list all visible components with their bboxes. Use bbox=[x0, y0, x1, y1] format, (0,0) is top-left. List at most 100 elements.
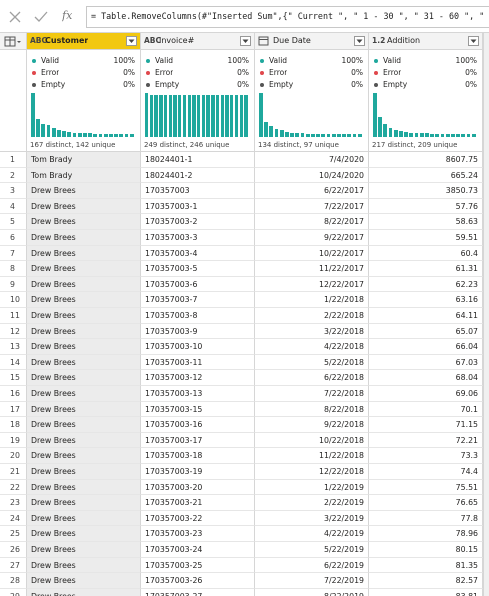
histogram-bar[interactable] bbox=[445, 134, 450, 137]
table-cell[interactable]: Drew Brees bbox=[27, 448, 141, 464]
histogram-bar[interactable] bbox=[36, 119, 40, 137]
histogram-bar[interactable] bbox=[290, 132, 294, 137]
table-cell[interactable]: 61.31 bbox=[369, 261, 483, 277]
histogram-bar[interactable] bbox=[173, 95, 177, 137]
table-cell[interactable]: Drew Brees bbox=[27, 510, 141, 527]
histogram-bar[interactable] bbox=[62, 130, 66, 137]
column-name[interactable]: Addition bbox=[387, 36, 421, 45]
table-cell[interactable]: 72.21 bbox=[369, 432, 483, 449]
histogram-bar[interactable] bbox=[41, 123, 46, 137]
table-cell[interactable]: Drew Brees bbox=[27, 588, 141, 596]
table-cell[interactable]: Drew Brees bbox=[27, 526, 141, 542]
histogram-bar[interactable] bbox=[357, 134, 362, 137]
table-cell[interactable]: 9/22/2017 bbox=[255, 230, 369, 246]
table-cell[interactable]: 6/22/2019 bbox=[255, 557, 369, 574]
histogram-bar[interactable] bbox=[234, 95, 239, 137]
histogram-bar[interactable] bbox=[399, 130, 403, 137]
table-cell[interactable]: 73.3 bbox=[369, 448, 483, 464]
table-cell[interactable]: 4/22/2019 bbox=[255, 526, 369, 542]
histogram-bar[interactable] bbox=[72, 132, 77, 137]
table-cell[interactable]: 65.07 bbox=[369, 323, 483, 340]
table-cell[interactable]: 71.15 bbox=[369, 417, 483, 433]
table-cell[interactable]: 8607.75 bbox=[369, 152, 483, 168]
column-name[interactable]: Customer bbox=[45, 36, 89, 45]
table-cell[interactable]: 170357003-9 bbox=[141, 323, 255, 340]
table-cell[interactable]: 1/22/2019 bbox=[255, 479, 369, 496]
histogram-bar[interactable] bbox=[456, 134, 460, 137]
table-cell[interactable]: Drew Brees bbox=[27, 542, 141, 558]
histogram-bar[interactable] bbox=[109, 134, 113, 137]
table-cell[interactable]: 170357003-16 bbox=[141, 417, 255, 433]
table-cell[interactable]: 6/22/2018 bbox=[255, 370, 369, 386]
histogram-bar[interactable] bbox=[347, 134, 352, 137]
histogram-bar[interactable] bbox=[201, 95, 206, 137]
table-cell[interactable]: Drew Brees bbox=[27, 198, 141, 215]
table-cell[interactable]: 10/24/2020 bbox=[255, 167, 369, 184]
histogram-bar[interactable] bbox=[149, 95, 154, 137]
table-cell[interactable]: 83.81 bbox=[369, 588, 483, 596]
histogram-bar[interactable] bbox=[383, 123, 388, 137]
table-cell[interactable]: Drew Brees bbox=[27, 557, 141, 574]
table-cell[interactable]: Drew Brees bbox=[27, 495, 141, 511]
histogram-bar[interactable] bbox=[129, 134, 134, 137]
histogram-bar[interactable] bbox=[88, 133, 92, 137]
histogram-bar[interactable] bbox=[331, 134, 336, 137]
table-cell[interactable]: Drew Brees bbox=[27, 308, 141, 324]
scrollbar[interactable] bbox=[483, 33, 489, 596]
table-cell[interactable]: 6/22/2017 bbox=[255, 183, 369, 199]
histogram-bar[interactable] bbox=[211, 95, 215, 137]
histogram-bar[interactable] bbox=[274, 129, 279, 137]
table-cell[interactable]: 69.06 bbox=[369, 386, 483, 402]
histogram-bar[interactable] bbox=[337, 134, 341, 137]
table-cell[interactable]: 3/22/2019 bbox=[255, 510, 369, 527]
histogram-bar[interactable] bbox=[220, 95, 225, 137]
table-cell[interactable]: 82.57 bbox=[369, 573, 483, 589]
histogram-bar[interactable] bbox=[404, 131, 408, 137]
table-cell[interactable]: 12/22/2018 bbox=[255, 464, 369, 480]
histogram-bar[interactable] bbox=[316, 134, 320, 137]
table-cell[interactable]: 18024401-1 bbox=[141, 152, 255, 168]
table-cell[interactable]: 170357003-24 bbox=[141, 542, 255, 558]
table-cell[interactable]: 2/22/2018 bbox=[255, 308, 369, 324]
histogram-bar[interactable] bbox=[31, 93, 35, 137]
histogram-bar[interactable] bbox=[269, 126, 274, 137]
table-cell[interactable]: Tom Brady bbox=[27, 152, 141, 168]
type-icon[interactable]: 1.2 bbox=[372, 36, 386, 45]
table-cell[interactable]: 170357003-17 bbox=[141, 432, 255, 449]
histogram-bar[interactable] bbox=[103, 134, 108, 137]
table-cell[interactable]: 3850.73 bbox=[369, 183, 483, 199]
histogram-bar[interactable] bbox=[93, 133, 98, 137]
type-icon[interactable]: ABC bbox=[30, 36, 48, 45]
histogram-bar[interactable] bbox=[305, 133, 310, 137]
table-cell[interactable]: 3/22/2018 bbox=[255, 323, 369, 340]
histogram-bar[interactable] bbox=[295, 133, 300, 137]
table-cell[interactable]: 63.16 bbox=[369, 292, 483, 308]
table-cell[interactable]: Drew Brees bbox=[27, 323, 141, 340]
table-cell[interactable]: 12/22/2017 bbox=[255, 276, 369, 293]
table-cell[interactable]: Drew Brees bbox=[27, 261, 141, 277]
histogram-bar[interactable] bbox=[435, 133, 440, 137]
table-cell[interactable]: Drew Brees bbox=[27, 214, 141, 230]
histogram-bar[interactable] bbox=[425, 133, 429, 137]
column-filter-button[interactable] bbox=[468, 36, 479, 46]
histogram-bar[interactable] bbox=[285, 131, 289, 137]
table-menu[interactable] bbox=[0, 33, 27, 50]
histogram-bar[interactable] bbox=[279, 130, 284, 137]
histogram-bar[interactable] bbox=[154, 95, 158, 137]
table-cell[interactable]: 1/22/2018 bbox=[255, 292, 369, 308]
type-icon[interactable] bbox=[258, 35, 270, 47]
table-cell[interactable]: 2/22/2019 bbox=[255, 495, 369, 511]
histogram-bar[interactable] bbox=[159, 95, 163, 137]
table-cell[interactable]: 18024401-2 bbox=[141, 167, 255, 184]
histogram-bar[interactable] bbox=[388, 128, 393, 137]
table-cell[interactable]: 170357003-13 bbox=[141, 386, 255, 402]
column-header[interactable]: 1.2 Addition bbox=[369, 33, 483, 50]
table-cell[interactable]: Drew Brees bbox=[27, 432, 141, 449]
table-cell[interactable]: 4/22/2018 bbox=[255, 339, 369, 355]
histogram-bar[interactable] bbox=[46, 125, 51, 137]
table-cell[interactable]: 59.51 bbox=[369, 230, 483, 246]
histogram-bar[interactable] bbox=[225, 95, 229, 137]
table-cell[interactable]: 10/22/2017 bbox=[255, 245, 369, 262]
table-cell[interactable]: 70.1 bbox=[369, 401, 483, 418]
histogram-bar[interactable] bbox=[409, 132, 414, 137]
